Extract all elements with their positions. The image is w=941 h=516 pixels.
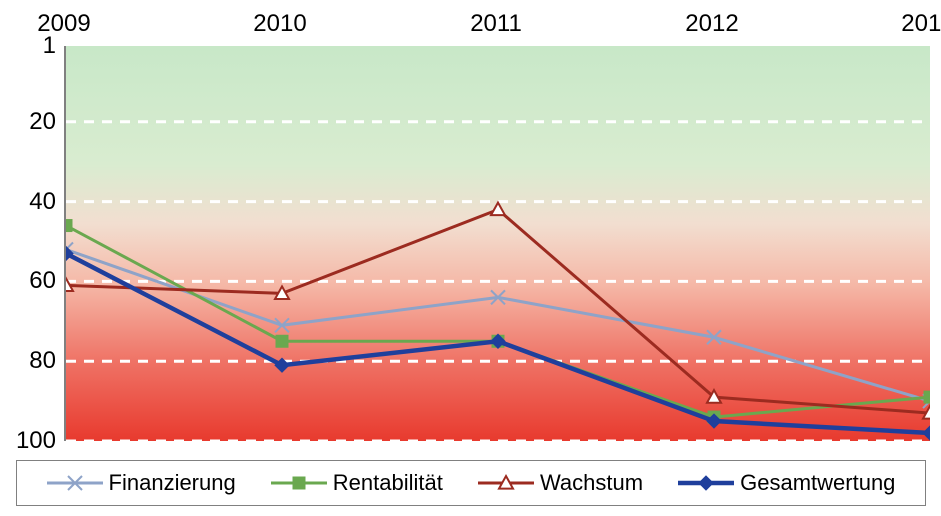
legend-swatch [478, 471, 534, 495]
y-tick-label: 80 [0, 347, 56, 375]
x-tick-label: 2011 [470, 10, 522, 38]
legend-swatch [271, 471, 327, 495]
data-point [924, 391, 930, 403]
legend-item: Rentabilität [271, 470, 443, 496]
data-point [66, 220, 72, 232]
y-tick-label: 1 [0, 32, 56, 60]
y-tick-label: 100 [0, 427, 56, 455]
y-tick-label: 60 [0, 267, 56, 295]
plot-area [64, 46, 928, 441]
legend-swatch [47, 471, 103, 495]
data-point [276, 335, 288, 347]
legend-label: Wachstum [540, 470, 643, 496]
legend-label: Finanzierung [109, 470, 236, 496]
x-tick-label: 2010 [253, 10, 306, 38]
legend-item: Wachstum [478, 470, 643, 496]
x-tick-label: 2012 [685, 10, 738, 38]
y-tick-label: 20 [0, 108, 56, 136]
legend-item: Gesamtwertung [678, 470, 895, 496]
ranking-chart: Finanzierung Rentabilität Wachstum Gesamtwe… [0, 0, 941, 516]
plot-svg [66, 46, 930, 441]
x-tick-label: 2013 [901, 10, 941, 38]
legend: Finanzierung Rentabilität Wachstum Gesamtwe… [16, 460, 926, 506]
y-tick-label: 40 [0, 188, 56, 216]
legend-label: Gesamtwertung [740, 470, 895, 496]
legend-swatch [678, 471, 734, 495]
legend-item: Finanzierung [47, 470, 236, 496]
legend-label: Rentabilität [333, 470, 443, 496]
